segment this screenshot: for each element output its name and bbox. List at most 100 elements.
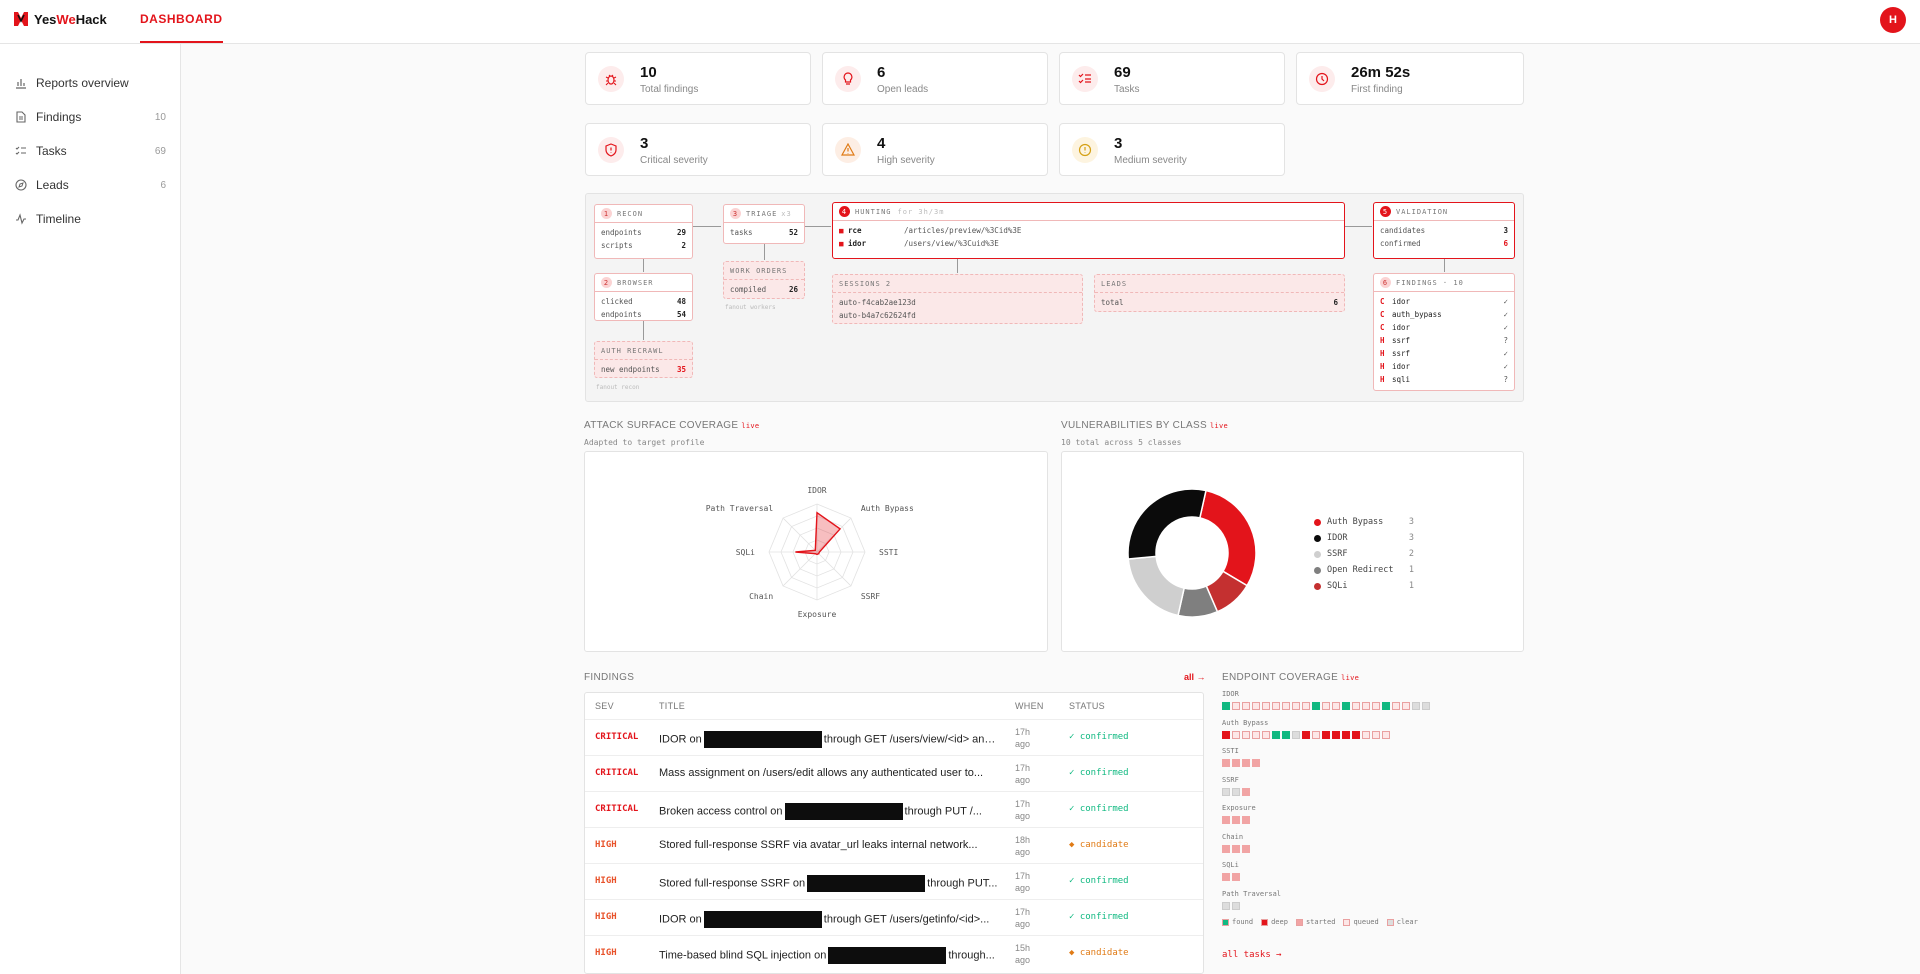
coverage-cell[interactable] [1402, 702, 1410, 710]
coverage-cell[interactable] [1252, 730, 1260, 739]
coverage-cell[interactable] [1372, 702, 1380, 710]
coverage-cell[interactable] [1332, 730, 1340, 739]
table-row[interactable]: CRITICAL Mass assignment on /users/edit a… [585, 755, 1203, 791]
coverage-cell[interactable] [1242, 844, 1250, 853]
coverage-cell[interactable] [1382, 702, 1390, 710]
coverage-cell[interactable] [1362, 730, 1370, 739]
coverage-cell[interactable] [1232, 787, 1240, 796]
coverage-cell[interactable] [1372, 730, 1380, 739]
coverage-cell[interactable] [1222, 702, 1230, 710]
finding-title[interactable]: Time-based blind SQL injection on through… [659, 947, 999, 964]
coverage-cell[interactable] [1232, 759, 1240, 767]
sidebar-item-reports-overview[interactable]: Reports overview [0, 66, 180, 100]
column-header-title[interactable]: TITLE [659, 701, 686, 711]
coverage-cell[interactable] [1302, 730, 1310, 739]
coverage-cell[interactable] [1272, 702, 1280, 710]
all-tasks-link[interactable]: all tasks → [1222, 950, 1282, 960]
coverage-cell[interactable] [1282, 730, 1290, 739]
coverage-cell[interactable] [1262, 730, 1270, 739]
logo[interactable]: YesWeHack [12, 10, 107, 28]
coverage-cell[interactable] [1232, 873, 1240, 881]
stat-card-first-finding[interactable]: 26m 52s First finding [1296, 52, 1524, 105]
sidebar-item-tasks[interactable]: Tasks 69 [0, 134, 180, 168]
coverage-cell[interactable] [1282, 702, 1290, 710]
coverage-cell[interactable] [1242, 816, 1250, 824]
finding-title[interactable]: Stored full-response SSRF on through PUT.… [659, 875, 999, 892]
coverage-cell[interactable] [1222, 759, 1230, 767]
flow-leads[interactable]: LEADS total 6 [1094, 274, 1345, 312]
flow-hunting[interactable]: 4 HUNTING for 3h/3m ■ rce/articles/preview… [832, 202, 1345, 259]
coverage-cell[interactable] [1232, 730, 1240, 739]
coverage-cell[interactable] [1412, 702, 1420, 710]
coverage-cell[interactable] [1232, 844, 1240, 853]
sidebar-item-timeline[interactable]: Timeline [0, 202, 180, 236]
table-row[interactable]: HIGH Stored full-response SSRF on through … [585, 863, 1203, 899]
coverage-cell[interactable] [1222, 816, 1230, 824]
sidebar-item-findings[interactable]: Findings 10 [0, 100, 180, 134]
table-row[interactable]: CRITICAL IDOR on through GET /users/view/<… [585, 719, 1203, 755]
finding-title[interactable]: IDOR on through GET /users/view/<id> and.… [659, 731, 999, 748]
coverage-cell[interactable] [1302, 702, 1310, 710]
coverage-cell[interactable] [1222, 844, 1230, 853]
table-row[interactable]: HIGH IDOR on through GET /users/getinfo/<i… [585, 899, 1203, 935]
coverage-cell[interactable] [1262, 702, 1270, 710]
coverage-cell[interactable] [1242, 702, 1250, 710]
flow-auth-recrawl[interactable]: AUTH RECRAWL new endpoints 35 [594, 341, 693, 378]
flow-recon[interactable]: 1 RECON endpoints 29 scripts 2 [594, 204, 693, 259]
coverage-cell[interactable] [1232, 816, 1240, 824]
flow-triage[interactable]: 3 TRIAGE x3 tasks 52 [723, 204, 805, 244]
coverage-cell[interactable] [1352, 702, 1360, 710]
coverage-cell[interactable] [1292, 702, 1300, 710]
table-row[interactable]: HIGH Stored full-response SSRF via avatar… [585, 827, 1203, 863]
coverage-cell[interactable] [1252, 702, 1260, 710]
coverage-cell[interactable] [1352, 730, 1360, 739]
column-header-when[interactable]: WHEN [1015, 701, 1044, 711]
stat-card-high-severity[interactable]: 4 High severity [822, 123, 1048, 176]
table-row[interactable]: CRITICAL Broken access control on through … [585, 791, 1203, 827]
tab-dashboard[interactable]: DASHBOARD [140, 12, 223, 43]
coverage-cell[interactable] [1312, 730, 1320, 739]
finding-title[interactable]: IDOR on through GET /users/getinfo/<id>..… [659, 911, 999, 928]
flow-browser[interactable]: 2 BROWSER clicked 48 endpoints 54 [594, 273, 693, 321]
finding-title[interactable]: Broken access control on through PUT /... [659, 803, 999, 820]
flow-sessions[interactable]: SESSIONS 2 auto-f4cab2ae123d auto-b4a7c6… [832, 274, 1083, 324]
coverage-cell[interactable] [1252, 759, 1260, 767]
donut-slice-auth-bypass[interactable] [1198, 489, 1257, 587]
coverage-cell[interactable] [1392, 702, 1400, 710]
stat-card-open-leads[interactable]: 6 Open leads [822, 52, 1048, 105]
stat-card-critical-severity[interactable]: 3 Critical severity [585, 123, 811, 176]
coverage-cell[interactable] [1272, 730, 1280, 739]
donut-slice-ssrf[interactable] [1127, 555, 1186, 617]
flow-validation[interactable]: 5 VALIDATION candidates 3 confirmed 6 [1373, 202, 1515, 259]
coverage-cell[interactable] [1342, 702, 1350, 710]
coverage-cell[interactable] [1362, 702, 1370, 710]
coverage-cell[interactable] [1242, 730, 1250, 739]
coverage-cell[interactable] [1222, 901, 1230, 910]
coverage-cell[interactable] [1232, 702, 1240, 710]
finding-title[interactable]: Mass assignment on /users/edit allows an… [659, 767, 984, 779]
coverage-cell[interactable] [1322, 730, 1330, 739]
column-header-status[interactable]: STATUS [1069, 701, 1105, 711]
coverage-cell[interactable] [1242, 759, 1250, 767]
coverage-cell[interactable] [1232, 901, 1240, 910]
coverage-cell[interactable] [1322, 702, 1330, 710]
table-row[interactable]: HIGH Time-based blind SQL injection on thr… [585, 935, 1203, 971]
coverage-cell[interactable] [1382, 730, 1390, 739]
coverage-cell[interactable] [1222, 730, 1230, 739]
coverage-cell[interactable] [1332, 702, 1340, 710]
stat-card-tasks[interactable]: 69 Tasks [1059, 52, 1285, 105]
avatar[interactable]: H [1880, 7, 1906, 33]
stat-card-medium-severity[interactable]: 3 Medium severity [1059, 123, 1285, 176]
flow-work-orders[interactable]: WORK ORDERS compiled 26 [723, 261, 805, 299]
finding-title[interactable]: Stored full-response SSRF via avatar_url… [659, 839, 978, 851]
coverage-cell[interactable] [1222, 787, 1230, 796]
stat-card-total-findings[interactable]: 10 Total findings [585, 52, 811, 105]
